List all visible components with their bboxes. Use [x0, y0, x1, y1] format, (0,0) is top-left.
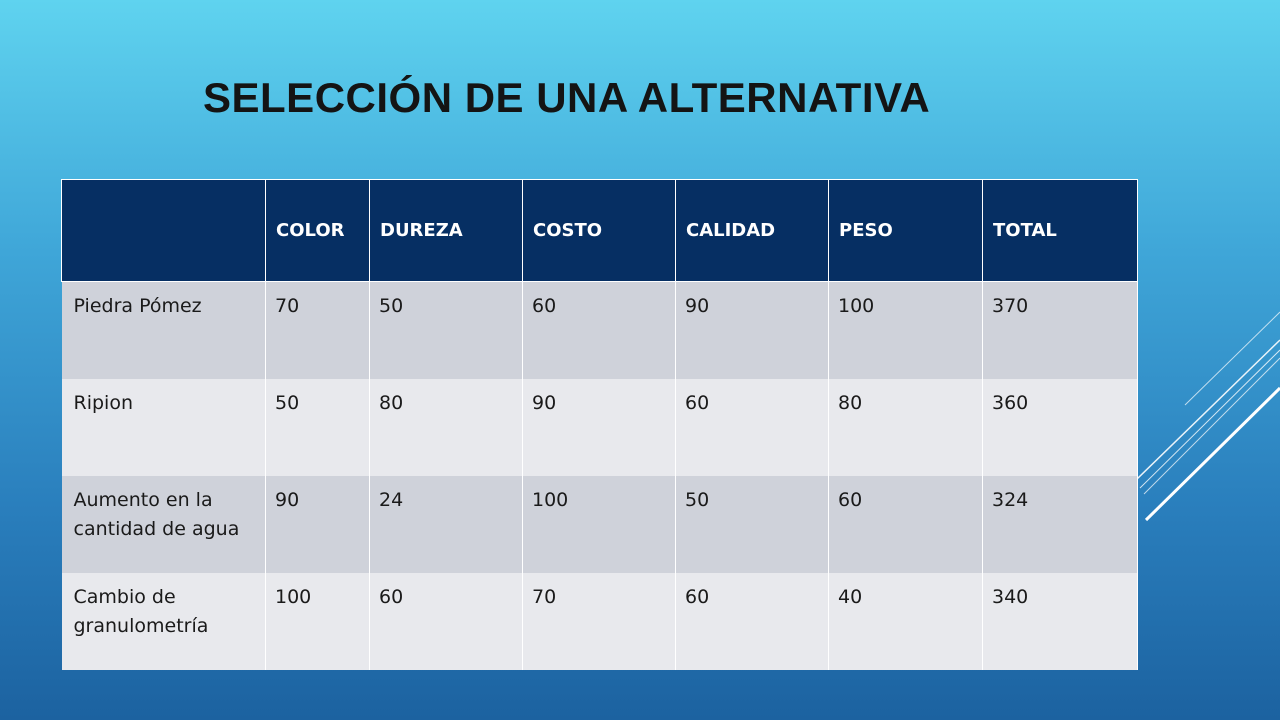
cell-color: 50	[265, 379, 370, 476]
cell-total: 324	[982, 476, 1138, 573]
table-header-row: COLOR DUREZA COSTO CALIDAD PESO TOTAL	[61, 179, 1138, 282]
cell-peso: 40	[828, 573, 983, 670]
table-row: Aumento en la cantidad de agua 90 24 100…	[61, 476, 1138, 573]
slide-title: SELECCIÓN DE UNA ALTERNATIVA	[203, 74, 931, 121]
table-row: Piedra Pómez 70 50 60 90 100 370	[61, 281, 1138, 379]
header-color: COLOR	[265, 179, 370, 282]
header-total: TOTAL	[982, 179, 1138, 282]
cell-color: 90	[265, 476, 370, 573]
header-dureza: DUREZA	[369, 179, 523, 282]
cell-calidad: 50	[675, 476, 829, 573]
cell-dureza: 60	[369, 573, 523, 670]
comparison-table: COLOR DUREZA COSTO CALIDAD PESO TOTAL Pi…	[61, 179, 1138, 670]
cell-calidad: 90	[675, 281, 829, 379]
header-corner	[61, 179, 266, 282]
header-costo: COSTO	[522, 179, 676, 282]
cell-calidad: 60	[675, 379, 829, 476]
cell-costo: 60	[522, 281, 676, 379]
row-label: Ripion	[61, 379, 266, 476]
cell-color: 100	[265, 573, 370, 670]
cell-costo: 100	[522, 476, 676, 573]
table-row: Cambio de granulometría 100 60 70 60 40 …	[61, 573, 1138, 670]
cell-dureza: 24	[369, 476, 523, 573]
table-row: Ripion 50 80 90 60 80 360	[61, 379, 1138, 476]
cell-total: 340	[982, 573, 1138, 670]
header-calidad: CALIDAD	[675, 179, 829, 282]
header-peso: PESO	[828, 179, 983, 282]
cell-total: 360	[982, 379, 1138, 476]
row-label: Piedra Pómez	[61, 281, 266, 379]
cell-calidad: 60	[675, 573, 829, 670]
row-label: Cambio de granulometría	[61, 573, 266, 670]
row-label: Aumento en la cantidad de agua	[61, 476, 266, 573]
cell-peso: 60	[828, 476, 983, 573]
cell-costo: 70	[522, 573, 676, 670]
cell-dureza: 80	[369, 379, 523, 476]
cell-peso: 80	[828, 379, 983, 476]
cell-total: 370	[982, 281, 1138, 379]
cell-peso: 100	[828, 281, 983, 379]
cell-dureza: 50	[369, 281, 523, 379]
cell-color: 70	[265, 281, 370, 379]
cell-costo: 90	[522, 379, 676, 476]
